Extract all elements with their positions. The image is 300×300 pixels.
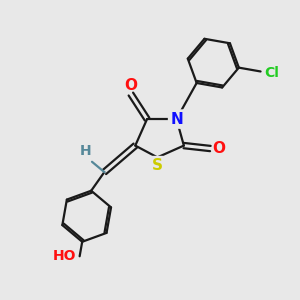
Text: O: O [212, 141, 225, 156]
Text: N: N [170, 112, 183, 127]
Text: Cl: Cl [264, 66, 279, 80]
Text: H: H [80, 145, 91, 158]
Text: HO: HO [53, 249, 77, 263]
Text: O: O [124, 78, 137, 93]
Text: S: S [152, 158, 163, 173]
